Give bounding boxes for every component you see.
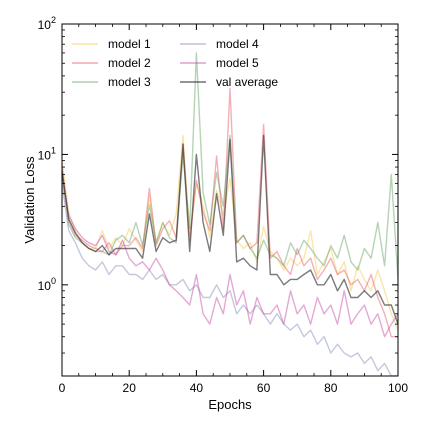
- legend-label: model 2: [108, 56, 151, 70]
- y-tick-label: 102: [38, 15, 56, 32]
- series-line-3: [62, 52, 398, 280]
- legend-label: model 1: [108, 37, 151, 51]
- tick-layer: 0 20 40 60 80 100 100 101 102: [38, 15, 409, 395]
- legend: model 1 model 2 model 3 model 4 model 5 val a…: [72, 37, 278, 89]
- series-line-5: [62, 174, 398, 338]
- legend-label: model 5: [216, 56, 259, 70]
- series-line-4: [62, 183, 398, 376]
- series-line-6: [62, 134, 398, 325]
- x-tick-label: 0: [59, 381, 66, 395]
- x-tick-label: 20: [123, 381, 137, 395]
- series-layer: [62, 52, 398, 376]
- y-tick-label: 101: [38, 145, 56, 162]
- x-tick-label: 100: [388, 381, 408, 395]
- legend-label: model 3: [108, 75, 151, 89]
- series-line-2: [62, 87, 398, 338]
- legend-label: val average: [216, 75, 278, 89]
- x-tick-label: 60: [257, 381, 271, 395]
- series-line-1: [62, 134, 398, 331]
- x-tick-label: 40: [190, 381, 204, 395]
- x-axis-label: Epochs: [208, 397, 252, 412]
- x-tick-label: 80: [324, 381, 338, 395]
- legend-label: model 4: [216, 37, 259, 51]
- y-axis-label: Validation Loss: [22, 156, 37, 244]
- y-tick-label: 100: [38, 276, 56, 293]
